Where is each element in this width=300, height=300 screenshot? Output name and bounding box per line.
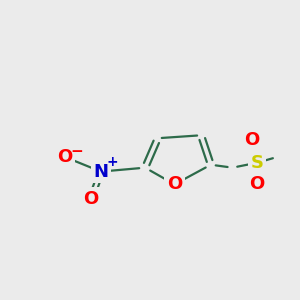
Text: O: O xyxy=(167,176,182,194)
Text: O: O xyxy=(83,190,99,208)
Text: +: + xyxy=(107,155,118,169)
Text: N: N xyxy=(93,163,108,181)
Text: −: − xyxy=(70,145,83,160)
Text: O: O xyxy=(249,176,265,194)
Text: S: S xyxy=(250,154,263,172)
Text: O: O xyxy=(57,148,72,166)
Text: O: O xyxy=(244,131,260,149)
